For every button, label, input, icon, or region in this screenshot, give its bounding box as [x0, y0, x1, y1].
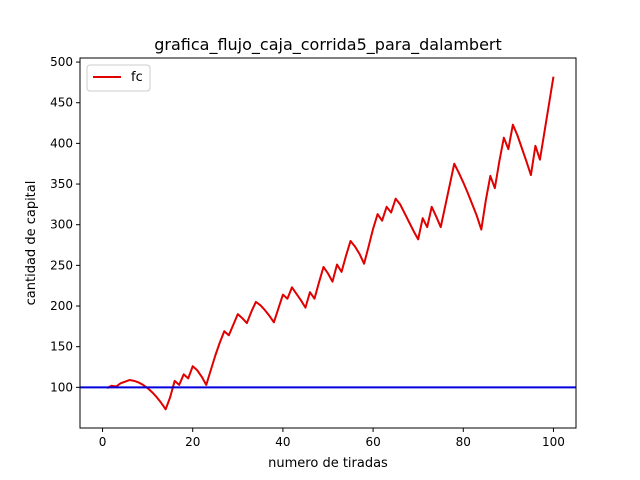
y-tick-label: 200	[50, 299, 73, 313]
y-tick-label: 450	[50, 96, 73, 110]
plot-area	[80, 76, 576, 411]
legend: fc	[86, 64, 151, 92]
legend-label-fc: fc	[131, 70, 143, 85]
y-tick-label: 300	[50, 218, 73, 232]
x-tick-label: 20	[185, 435, 200, 449]
x-tick-label: 60	[365, 435, 380, 449]
x-axis: 0 20 40 60 80 100	[99, 428, 565, 449]
axes-frame	[79, 57, 577, 429]
y-axis-label: cantidad de capital	[24, 181, 39, 306]
y-tick-label: 150	[50, 340, 73, 354]
x-tick-label: 100	[542, 435, 565, 449]
y-tick-label: 100	[50, 380, 73, 394]
y-tick-label: 400	[50, 136, 73, 150]
y-axis: 100 150 200 250 300 350 400 450 500	[50, 55, 80, 394]
y-tick-label: 350	[50, 177, 73, 191]
x-tick-label: 0	[99, 435, 107, 449]
x-tick-label: 80	[456, 435, 471, 449]
y-tick-label: 500	[50, 55, 73, 69]
x-axis-label: numero de tiradas	[268, 456, 388, 471]
series-line-fc	[106, 76, 555, 411]
x-tick-label: 40	[275, 435, 290, 449]
y-tick-label: 250	[50, 258, 73, 272]
chart-title: grafica_flujo_caja_corrida5_para_dalambe…	[154, 35, 502, 55]
